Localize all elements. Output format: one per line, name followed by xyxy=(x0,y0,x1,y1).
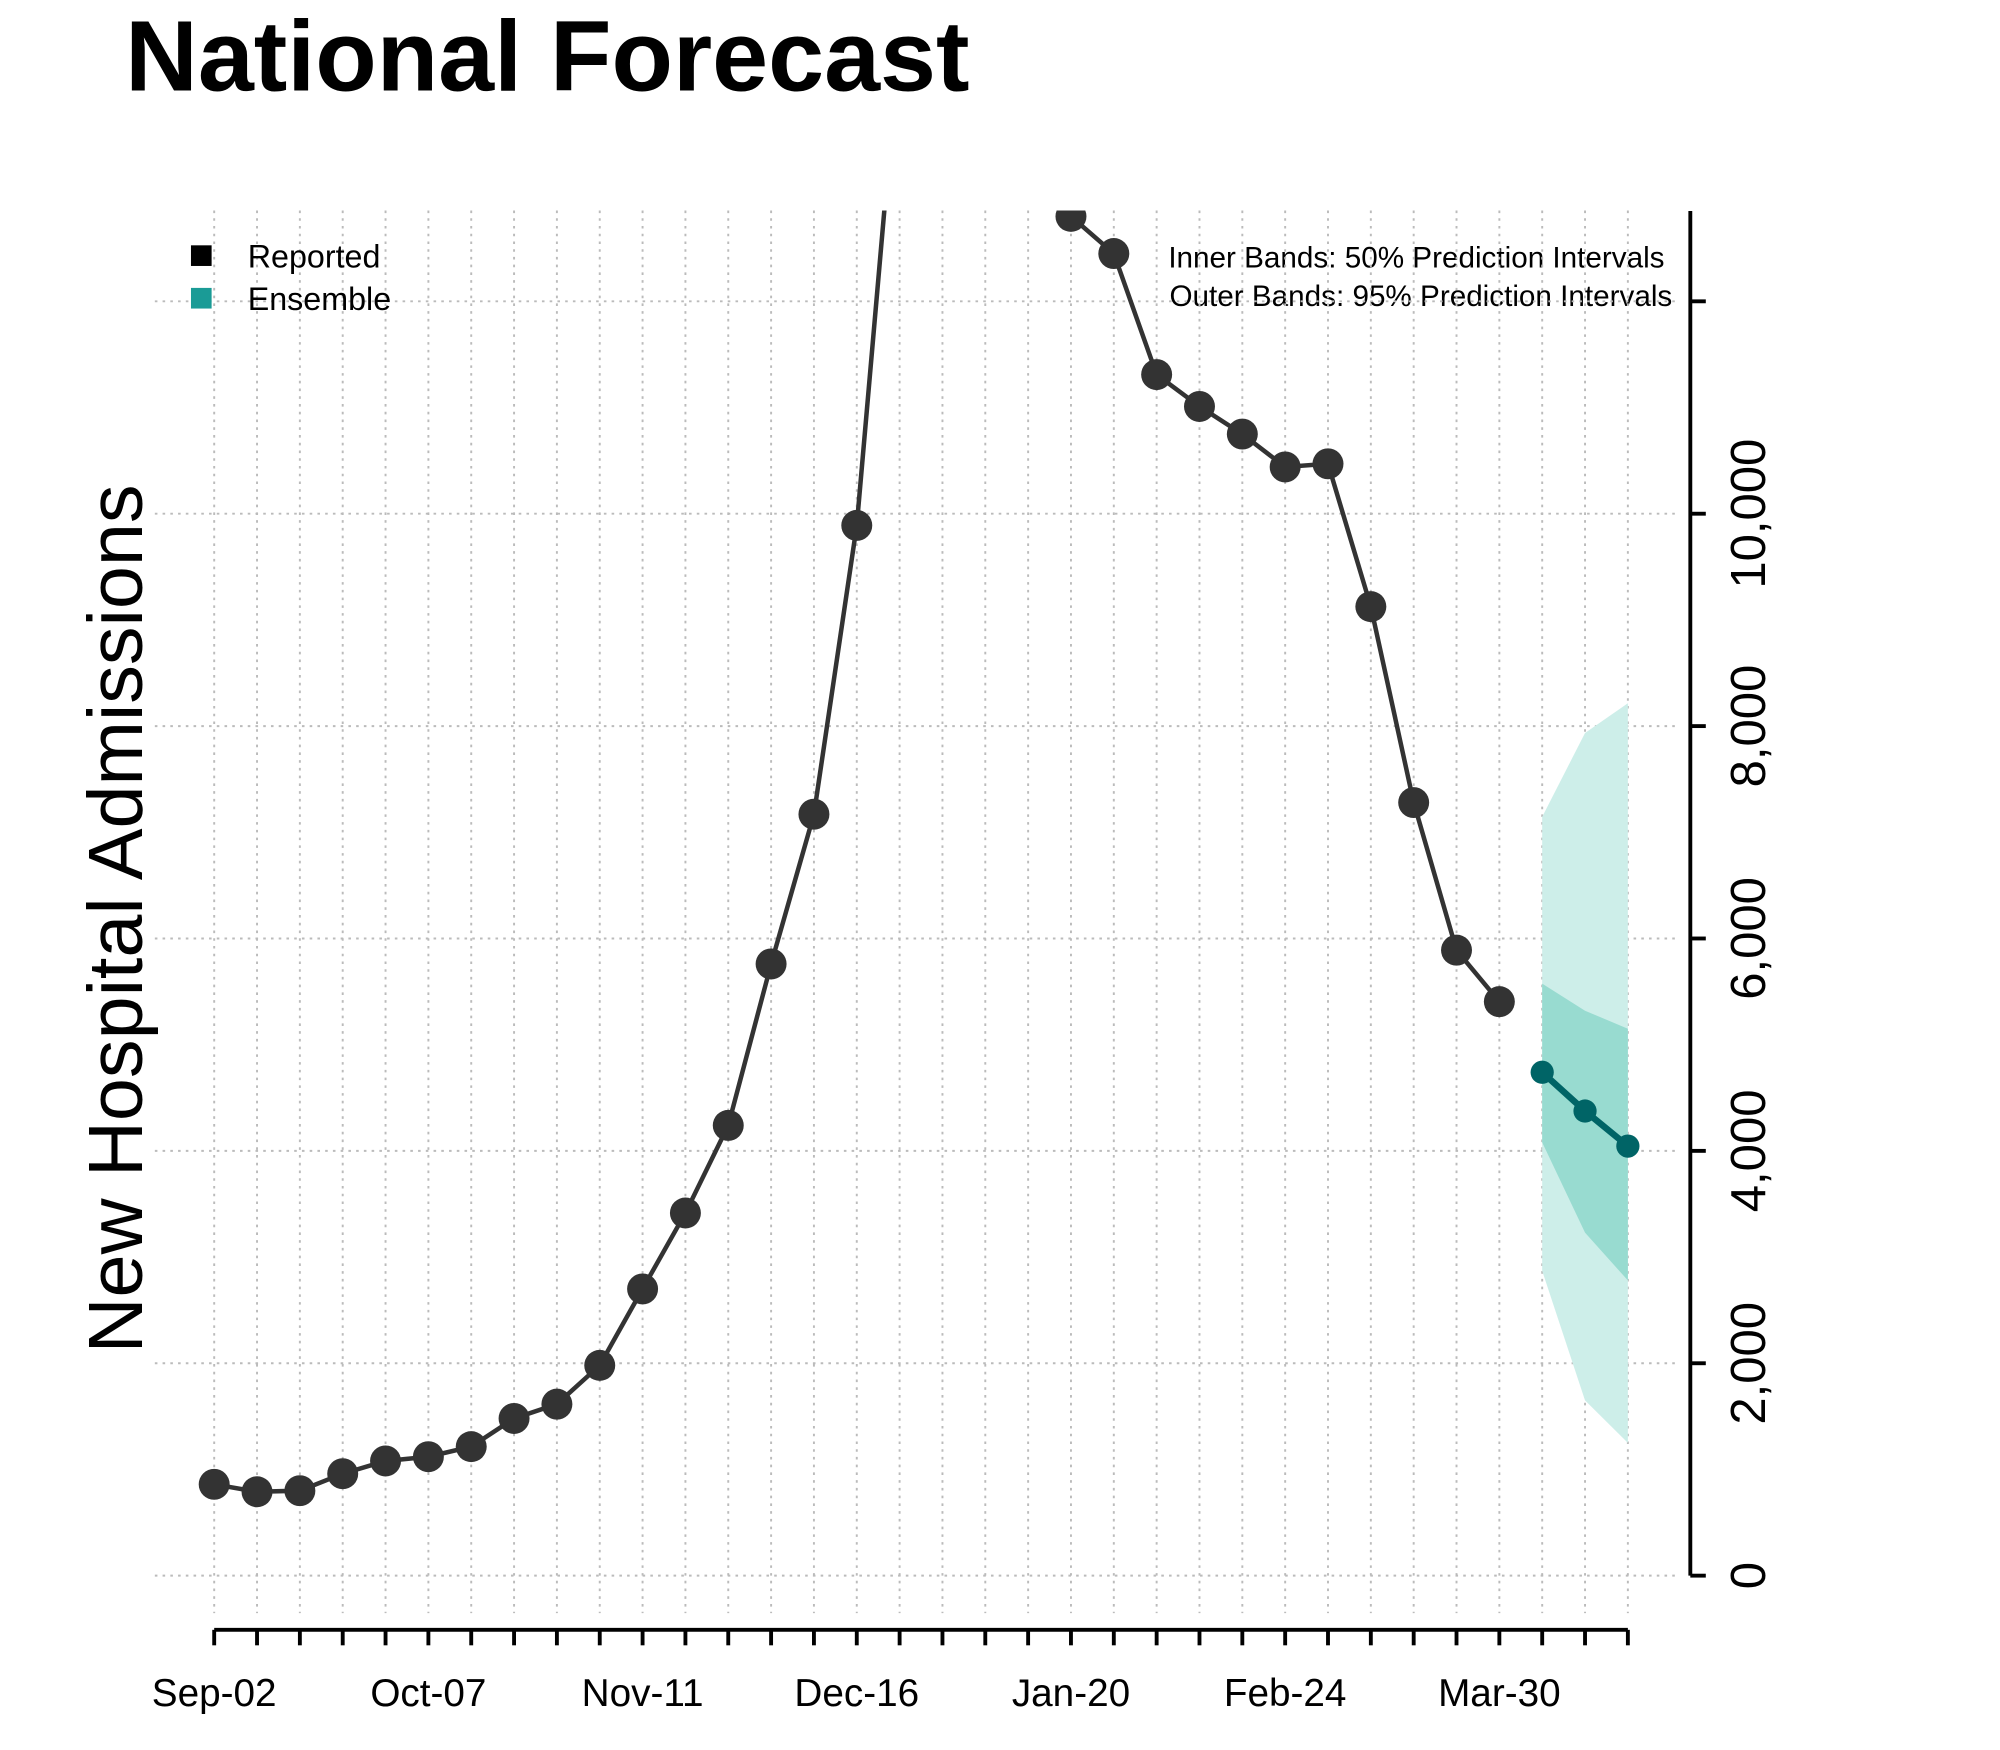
data-point xyxy=(1483,986,1515,1018)
plot-area xyxy=(198,73,1640,1508)
grid xyxy=(154,210,1678,1614)
data-point xyxy=(1312,448,1344,480)
data-point xyxy=(327,1458,359,1490)
prediction-band xyxy=(1542,983,1628,1281)
y-tick-label: 10,000 xyxy=(1722,439,1776,589)
chart-title: National Forecast xyxy=(125,0,969,112)
y-tick-label: 2,000 xyxy=(1722,1302,1776,1425)
data-point xyxy=(1098,238,1130,270)
axes: Sep-02 Oct-07 Nov-11 Dec-16 Jan-20 Feb-24 Mar-… xyxy=(152,211,1776,1715)
data-point xyxy=(1269,451,1301,483)
data-point xyxy=(1355,591,1387,623)
data-point xyxy=(541,1388,573,1420)
data-point xyxy=(1141,359,1173,391)
data-point xyxy=(841,509,873,541)
data-point xyxy=(584,1349,616,1381)
data-point xyxy=(498,1402,530,1434)
data-point xyxy=(755,948,787,980)
annotation: Inner Bands: 50% Prediction Intervals xyxy=(1168,241,1664,274)
y-tick-label: 8,000 xyxy=(1722,665,1776,788)
x-tick-label: Oct-07 xyxy=(370,1672,486,1715)
data-point xyxy=(1530,1060,1554,1084)
y-tick-label: 4,000 xyxy=(1722,1090,1776,1213)
data-point xyxy=(455,1431,487,1463)
data-point xyxy=(669,1197,701,1229)
data-point xyxy=(1013,73,1044,104)
data-point xyxy=(1616,1134,1640,1158)
data-point xyxy=(198,1468,230,1500)
x-tick-label: Nov-11 xyxy=(582,1672,704,1715)
data-point xyxy=(1226,418,1258,450)
y-axis-label: New Hospital Admissions xyxy=(73,484,159,1353)
x-tick-label: Feb-24 xyxy=(1224,1672,1347,1715)
y-tick-label: 6,000 xyxy=(1722,877,1776,1000)
legend-label: Ensemble xyxy=(248,281,391,317)
data-point xyxy=(798,798,830,830)
x-tick-label: Dec-16 xyxy=(794,1672,919,1715)
x-tick-label: Jan-20 xyxy=(1012,1672,1130,1715)
data-point xyxy=(412,1441,444,1473)
data-point xyxy=(627,1273,659,1305)
data-point xyxy=(370,1445,402,1477)
data-point xyxy=(1184,390,1215,422)
legend-swatch xyxy=(190,245,212,266)
data-point xyxy=(284,1475,316,1507)
data-point xyxy=(1398,787,1430,819)
data-point xyxy=(241,1476,273,1508)
legend-swatch xyxy=(190,287,212,309)
data-point xyxy=(1055,210,1087,232)
x-tick-label: Sep-02 xyxy=(152,1672,277,1715)
legend-label: Reported xyxy=(248,238,381,274)
y-tick-label: 0 xyxy=(1722,1562,1776,1589)
x-tick-label: Mar-30 xyxy=(1438,1672,1561,1715)
annotation: Outer Bands: 95% Prediction Intervals xyxy=(1169,280,1672,313)
data-point xyxy=(1441,934,1473,966)
data-point xyxy=(712,1109,744,1141)
data-point xyxy=(1573,1099,1597,1123)
